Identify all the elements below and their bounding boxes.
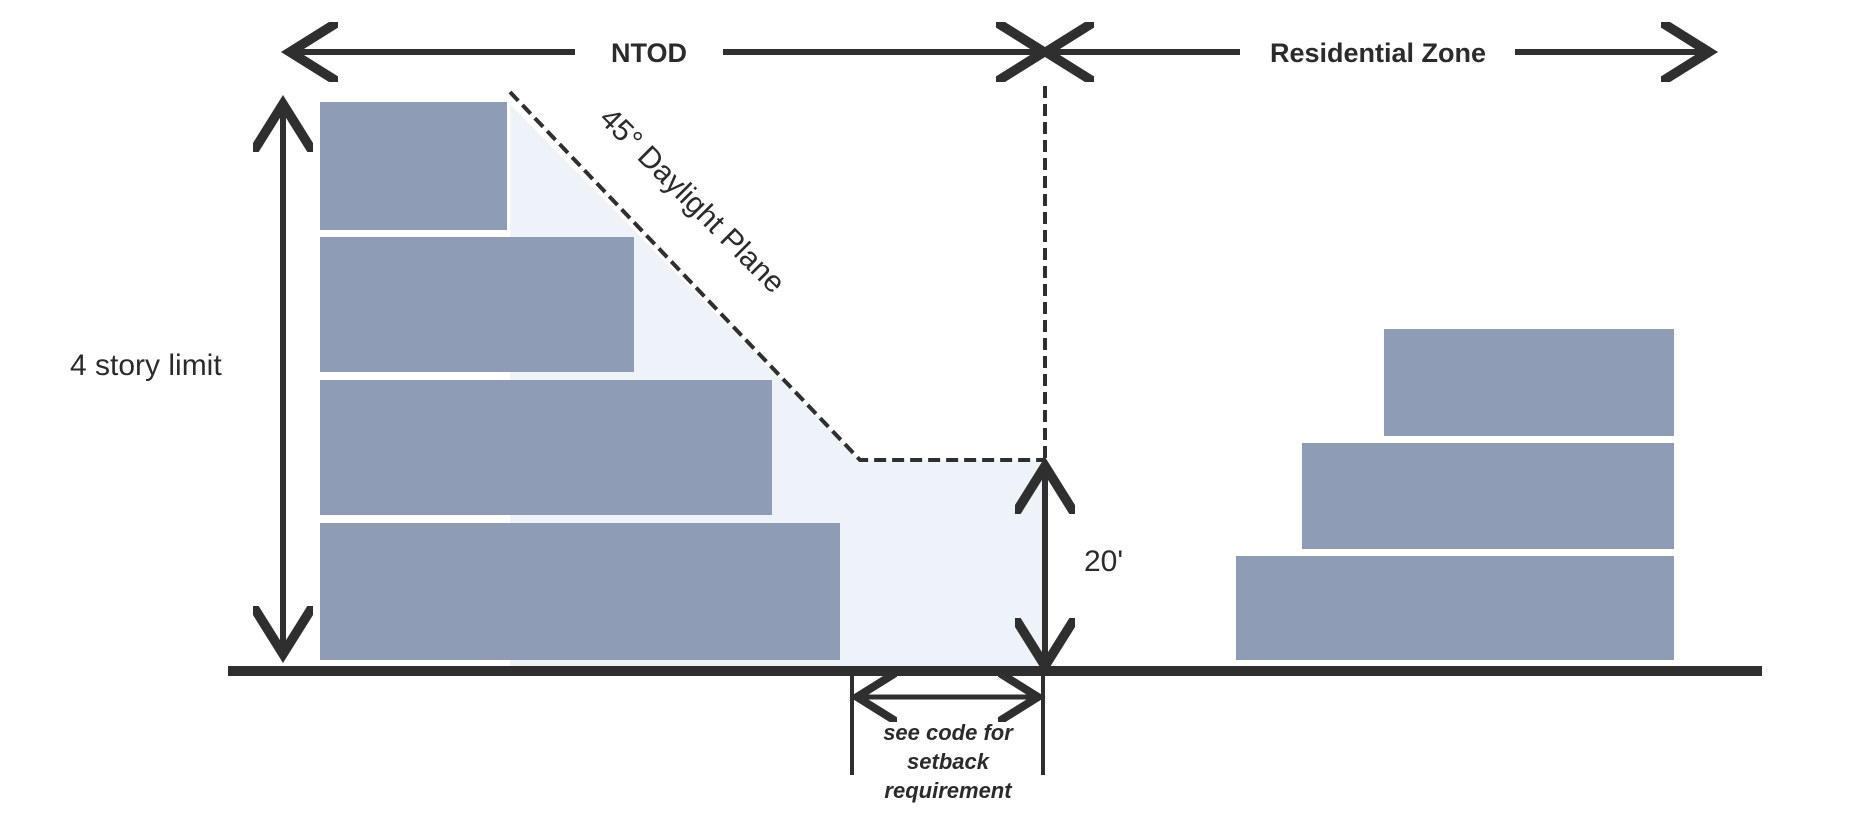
daylight-plane-line (508, 90, 1045, 462)
ntod-story-4 (320, 102, 507, 230)
residential-story-1 (1236, 556, 1674, 660)
story-limit-label: 4 story limit (70, 349, 222, 382)
ntod-building (320, 102, 840, 660)
residential-story-2 (1302, 443, 1674, 549)
ntod-story-2 (320, 380, 772, 515)
residential-zone-label: Residential Zone (1270, 38, 1486, 68)
ntod-label: NTOD (611, 38, 687, 68)
height-label: 20' (1084, 545, 1123, 578)
setback-note-line-3: requirement (884, 778, 1013, 803)
setback-note-line-1: see code for (883, 720, 1014, 745)
residential-story-3 (1384, 329, 1674, 436)
residential-building (1236, 329, 1674, 660)
ntod-story-1 (320, 523, 840, 660)
setback-note-line-2: setback (907, 749, 991, 774)
ntod-story-3 (320, 237, 634, 372)
